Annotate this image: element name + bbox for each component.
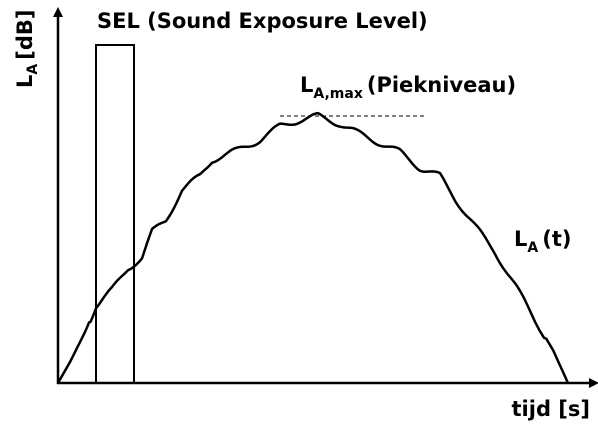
peak-rest: (Piekniveau) <box>367 73 516 97</box>
y-axis-label: LA [dB] <box>13 10 41 88</box>
sel-label: SEL (Sound Exposure Level) <box>97 9 428 33</box>
y-label-unit: [dB] <box>13 10 37 60</box>
level-curve <box>56 111 570 384</box>
curve-label: LA (t) <box>514 227 571 256</box>
peak-main: L <box>300 73 313 97</box>
sel-box <box>95 44 135 384</box>
curve-rest: (t) <box>542 227 571 251</box>
y-label-sub: A <box>25 64 41 75</box>
curve-sub: A <box>527 240 538 256</box>
peak-label: LA,max (Piekniveau) <box>300 73 516 102</box>
curve-main: L <box>514 227 527 251</box>
y-label-main: L <box>13 75 37 88</box>
peak-sub: A,max <box>313 86 362 102</box>
x-axis-label: tijd [s] <box>512 397 590 421</box>
